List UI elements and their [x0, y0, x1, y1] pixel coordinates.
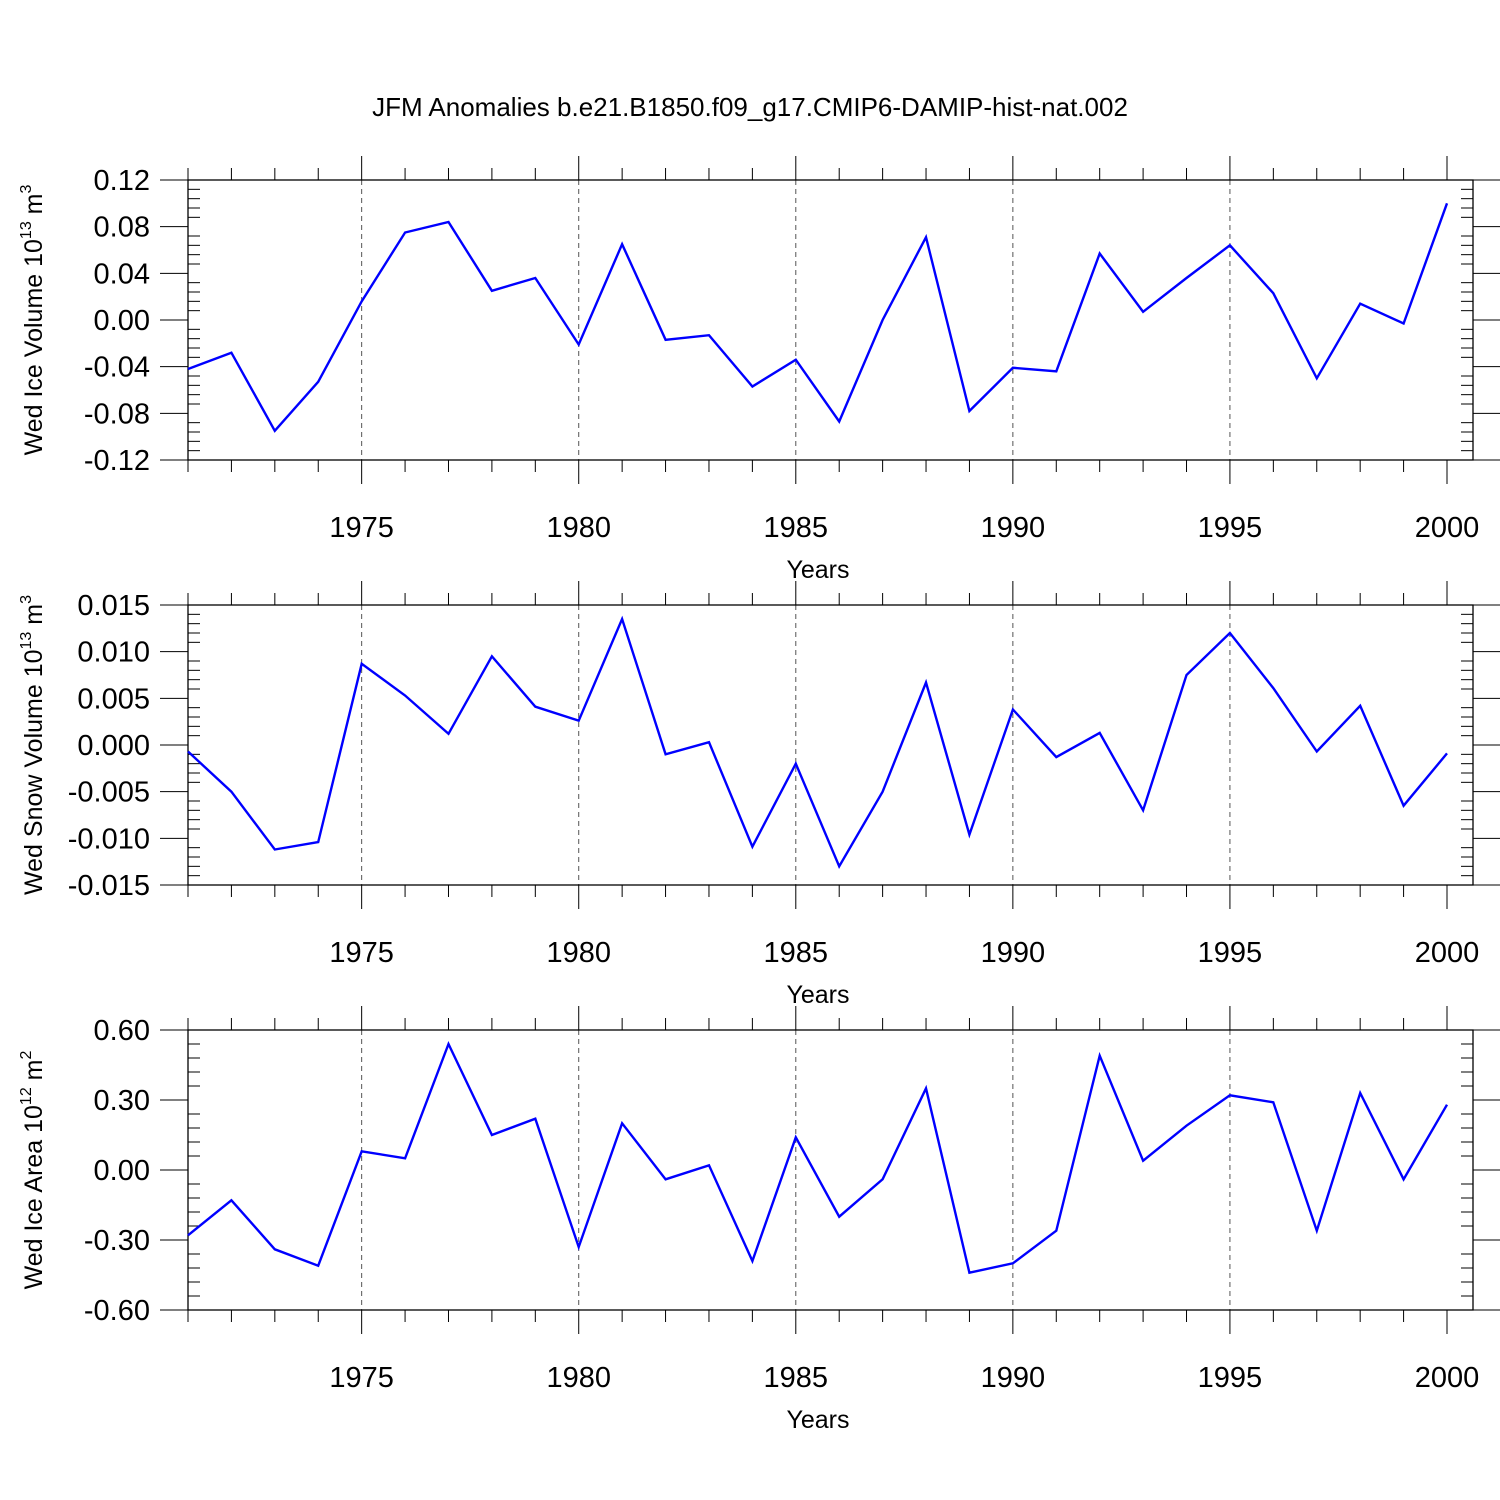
y-tick-label: 0.00 [94, 1155, 150, 1187]
chart-panel-1: -0.12 -0.08 -0.04 0.00 0.04 0.08 0.12 1975 1980 1… [18, 156, 1500, 584]
chart-panel-3: -0.60 -0.30 0.00 0.30 0.60 1975 1980 1985 1990 19… [18, 1006, 1500, 1434]
chart-panel-2: -0.015 -0.010 -0.005 0.000 0.005 0.010 0.015 19… [18, 581, 1500, 1009]
y-tick-label: -0.60 [84, 1295, 150, 1327]
y-axis-label: Wed Ice Volume 1013 m3 [18, 184, 48, 455]
y-tick-label: 0.30 [94, 1085, 150, 1117]
x-tick-label: 1975 [329, 512, 394, 544]
x-axis-label: Years [786, 556, 849, 584]
x-axis-label: Years [786, 981, 849, 1009]
x-tick-label: 1990 [981, 512, 1046, 544]
y-axis-label: Wed Ice Area 1012 m2 [18, 1050, 48, 1289]
plot-frame [187, 179, 1474, 461]
y-tick-label: -0.005 [68, 777, 150, 809]
x-tick-label: 1975 [329, 1362, 394, 1394]
x-tick-label: 1985 [764, 937, 829, 969]
x-tick-label: 1975 [329, 937, 394, 969]
y-tick-label: -0.010 [68, 823, 150, 855]
x-tick-label: 2000 [1415, 1362, 1480, 1394]
x-tick-label: 1990 [981, 1362, 1046, 1394]
y-tick-label: 0.000 [77, 730, 150, 762]
y-tick-label: -0.12 [84, 445, 150, 477]
y-tick-label: 0.00 [94, 305, 150, 337]
data-series-line [187, 1040, 1449, 1275]
y-tick-label: 0.60 [94, 1015, 150, 1047]
x-tick-label: 1995 [1198, 937, 1263, 969]
x-tick-label: 1995 [1198, 1362, 1263, 1394]
plot-frame [187, 1029, 1474, 1311]
y-tick-label: 0.015 [77, 590, 150, 622]
x-tick-label: 1995 [1198, 512, 1263, 544]
x-tick-label: 1980 [546, 937, 611, 969]
y-tick-label: -0.04 [84, 352, 150, 384]
x-axis-label: Years [786, 1406, 849, 1434]
x-tick-label: 2000 [1415, 937, 1480, 969]
data-series-line [187, 202, 1449, 433]
panels: -0.12 -0.08 -0.04 0.00 0.04 0.08 0.12 1975 1980 1… [18, 156, 1500, 1434]
chart-title: JFM Anomalies b.e21.B1850.f09_g17.CMIP6-… [372, 92, 1128, 122]
data-series-line [187, 615, 1448, 869]
y-tick-label: 0.04 [94, 258, 150, 290]
y-tick-label: -0.30 [84, 1225, 150, 1257]
x-tick-label: 1980 [546, 512, 611, 544]
y-tick-label: 0.005 [77, 683, 150, 715]
y-tick-label: -0.08 [84, 398, 150, 430]
x-tick-label: 1980 [546, 1362, 611, 1394]
y-tick-label: -0.015 [68, 870, 150, 902]
y-tick-label: 0.010 [77, 637, 150, 669]
x-tick-label: 1985 [764, 1362, 829, 1394]
x-tick-label: 1985 [764, 512, 829, 544]
x-tick-label: 1990 [981, 937, 1046, 969]
y-tick-label: 0.08 [94, 212, 150, 244]
y-axis-label: Wed Snow Volume 1013 m3 [18, 595, 48, 895]
x-tick-label: 2000 [1415, 512, 1480, 544]
y-tick-label: 0.12 [94, 165, 150, 197]
